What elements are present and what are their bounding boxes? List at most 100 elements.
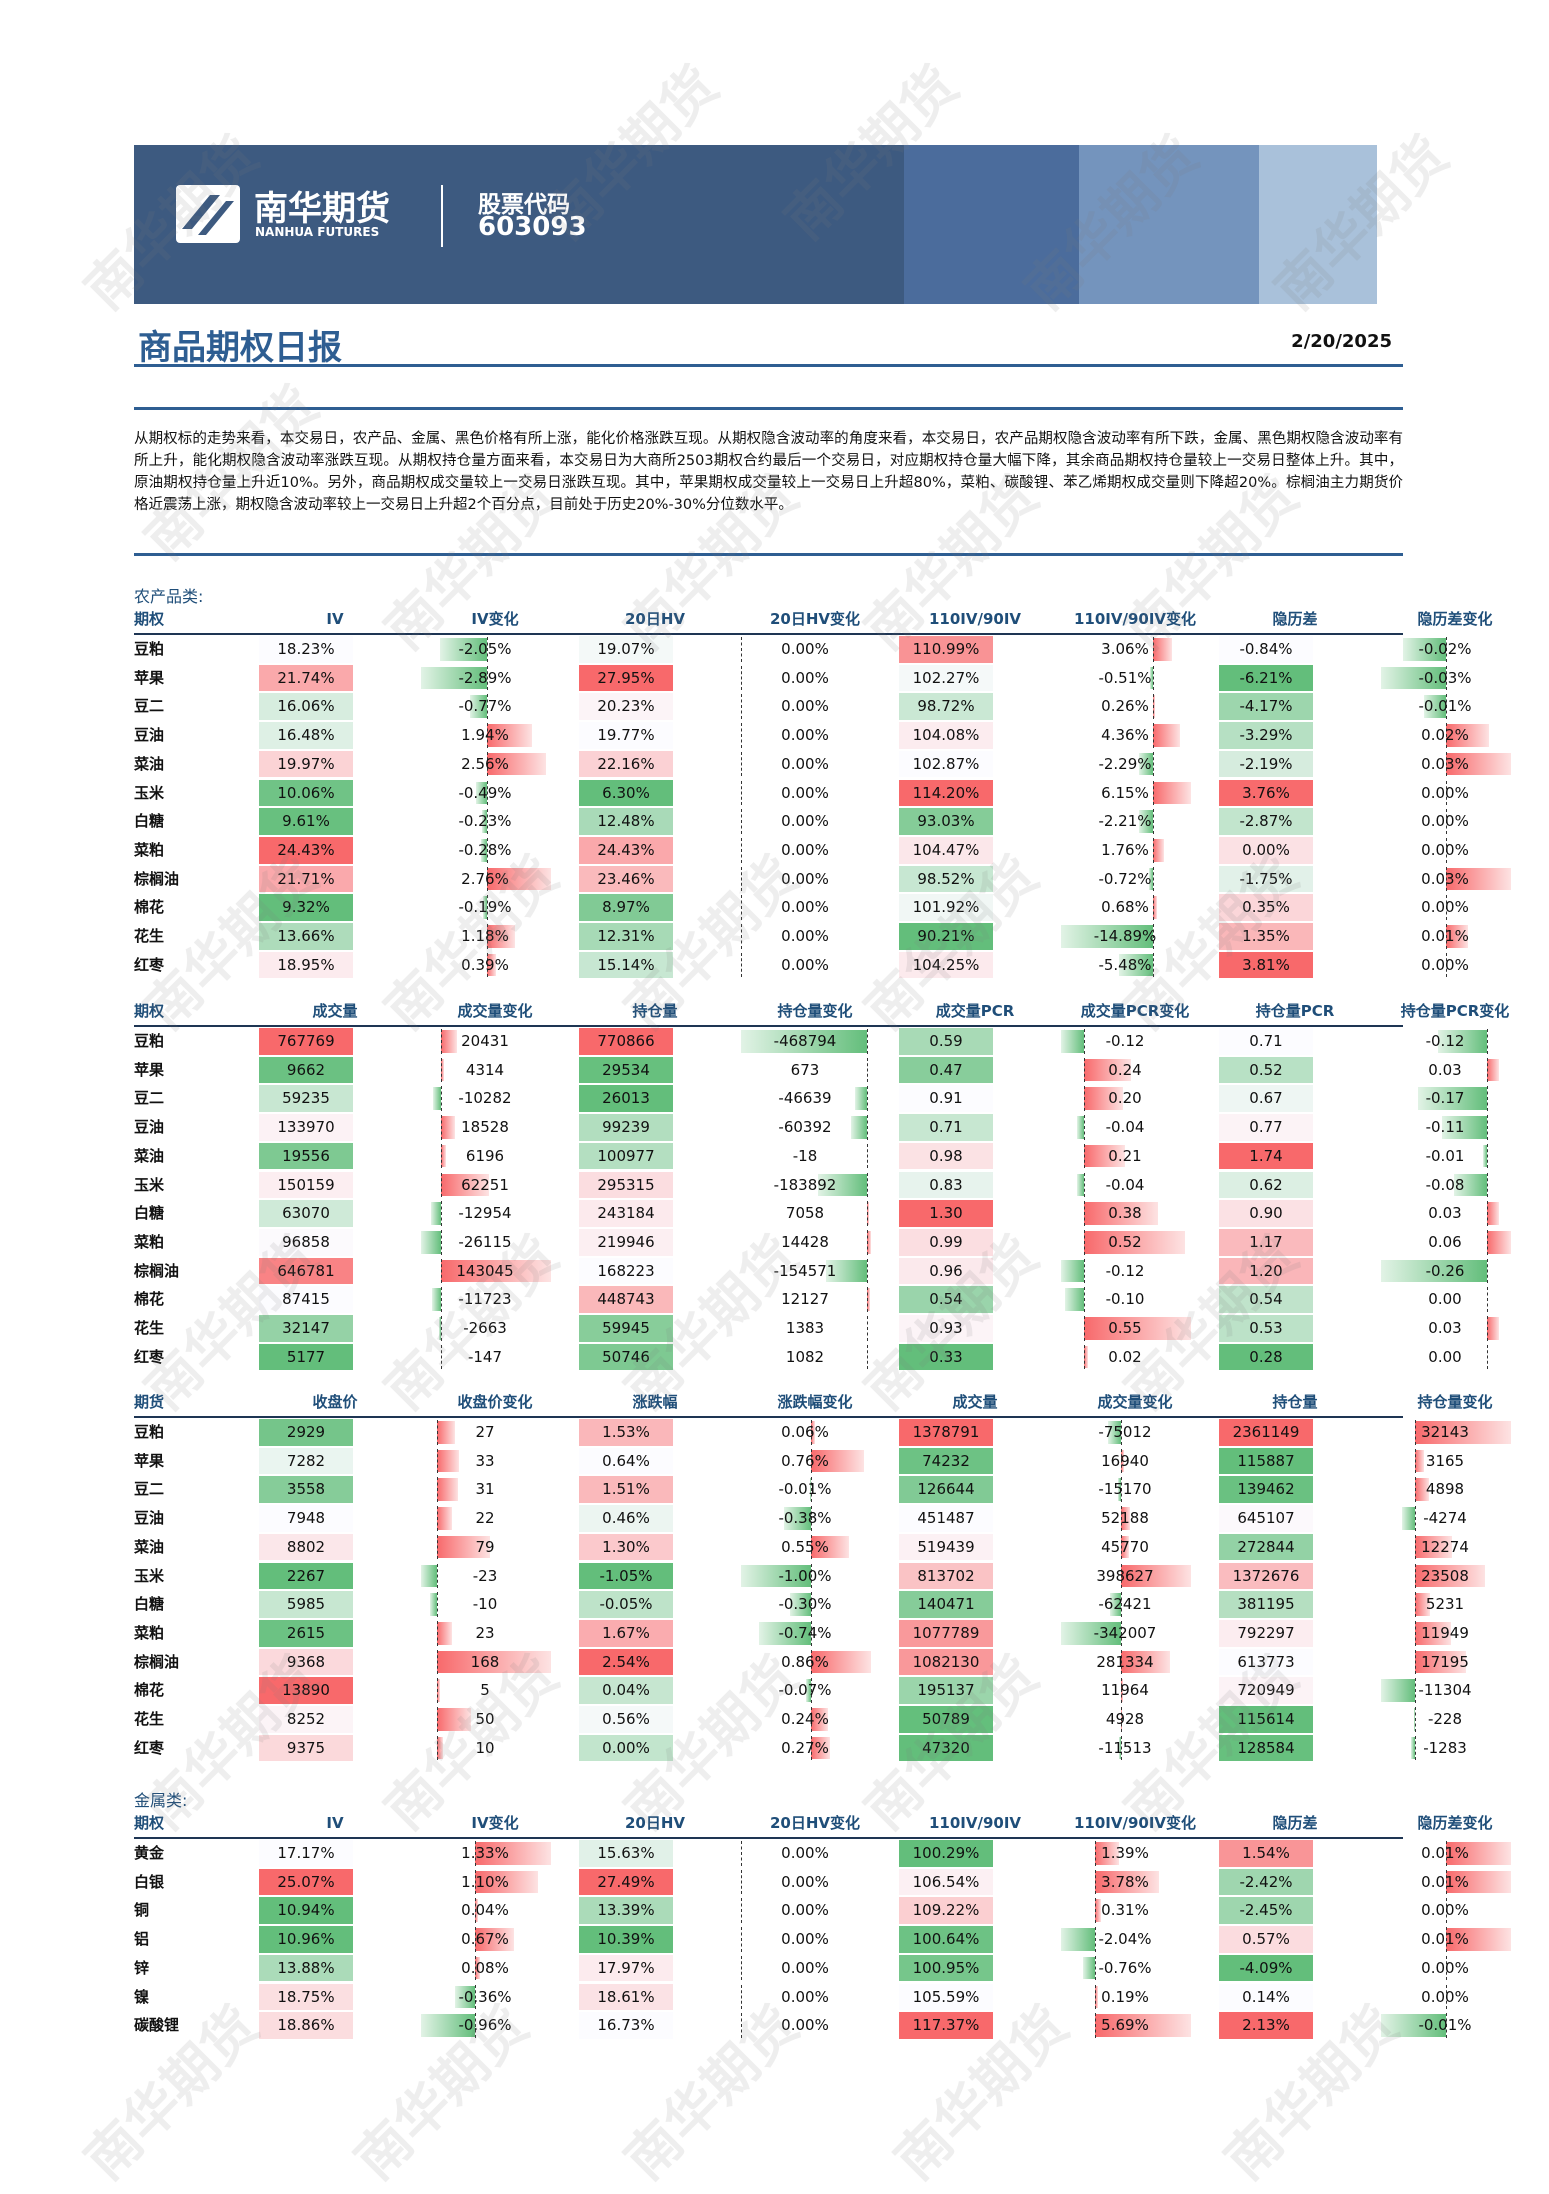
value: -26115 — [415, 1228, 555, 1256]
value: 25.07% — [259, 1868, 353, 1896]
row-name: 棉花 — [134, 1285, 255, 1313]
banner-segment — [904, 145, 1079, 304]
value: 1.30 — [899, 1199, 993, 1227]
row-name: 苹果 — [134, 1447, 255, 1475]
value: 0.26% — [1055, 692, 1195, 720]
value: 168 — [415, 1648, 555, 1676]
value: 12274 — [1375, 1533, 1515, 1561]
value: -0.04 — [1055, 1171, 1195, 1199]
value: 613773 — [1219, 1648, 1313, 1676]
value: 0.00% — [579, 1734, 673, 1762]
value: 32147 — [259, 1314, 353, 1342]
value: 0.03% — [1375, 865, 1515, 893]
value: 9.32% — [259, 893, 353, 921]
value: -0.01% — [1375, 2011, 1515, 2039]
column-header: IV变化 — [415, 605, 575, 633]
value: 3558 — [259, 1475, 353, 1503]
value: 2.54% — [579, 1648, 673, 1676]
value: -2.45% — [1219, 1896, 1313, 1924]
value: 2929 — [259, 1418, 353, 1446]
value: 7058 — [735, 1199, 875, 1227]
value: 1.94% — [415, 721, 555, 749]
row-name: 豆粕 — [134, 1027, 255, 1055]
value: -11513 — [1055, 1734, 1195, 1762]
value: 2.76% — [415, 865, 555, 893]
value: 59945 — [579, 1314, 673, 1342]
value: 767769 — [259, 1027, 353, 1055]
value: -1.00% — [735, 1562, 875, 1590]
value: 0.67% — [415, 1925, 555, 1953]
value: 9375 — [259, 1734, 353, 1762]
value: 0.68% — [1055, 893, 1195, 921]
value: 0.67 — [1219, 1084, 1313, 1112]
value: 0.00% — [735, 836, 875, 864]
value: 52188 — [1055, 1504, 1195, 1532]
value: 0.27% — [735, 1734, 875, 1762]
value: 0.62 — [1219, 1171, 1313, 1199]
value: 0.03 — [1375, 1056, 1515, 1084]
value: 29534 — [579, 1056, 673, 1084]
value: 1.51% — [579, 1475, 673, 1503]
value: -4.17% — [1219, 692, 1313, 720]
column-header: 110IV/90IV — [895, 605, 1055, 633]
value: 0.00% — [735, 635, 875, 663]
value: -0.30% — [735, 1590, 875, 1618]
logo-cn: 南华期货 — [254, 181, 390, 230]
row-name: 白糖 — [134, 1590, 255, 1618]
row-name: 棕榈油 — [134, 1648, 255, 1676]
column-header: 持仓量变化 — [735, 997, 895, 1025]
value: 0.00% — [1219, 836, 1313, 864]
value: -183892 — [735, 1171, 875, 1199]
value: 2361149 — [1219, 1418, 1313, 1446]
value: -10282 — [415, 1084, 555, 1112]
value: 9368 — [259, 1648, 353, 1676]
value: -12954 — [415, 1199, 555, 1227]
value: 31 — [415, 1475, 555, 1503]
value: 32143 — [1375, 1418, 1515, 1446]
value: -60392 — [735, 1113, 875, 1141]
value: -0.28% — [415, 836, 555, 864]
value: 519439 — [899, 1533, 993, 1561]
value: 720949 — [1219, 1676, 1313, 1704]
value: -0.01 — [1375, 1142, 1515, 1170]
value: 0.00% — [735, 922, 875, 950]
value: 0.86% — [735, 1648, 875, 1676]
value: 1.20 — [1219, 1257, 1313, 1285]
value: -228 — [1375, 1705, 1515, 1733]
value: 1.39% — [1055, 1839, 1195, 1867]
value: 0.52 — [1219, 1056, 1313, 1084]
value: 8.97% — [579, 893, 673, 921]
value: -4274 — [1375, 1504, 1515, 1532]
row-name: 碳酸锂 — [134, 2011, 255, 2039]
value: 0.71 — [899, 1113, 993, 1141]
row-name: 玉米 — [134, 1171, 255, 1199]
value: 3.78% — [1055, 1868, 1195, 1896]
value: 0.00 — [1375, 1285, 1515, 1313]
value: 98.52% — [899, 865, 993, 893]
value: 1378791 — [899, 1418, 993, 1446]
value: 0.56% — [579, 1705, 673, 1733]
value: 143045 — [415, 1257, 555, 1285]
value: -342007 — [1055, 1619, 1195, 1647]
value: 813702 — [899, 1562, 993, 1590]
value: 6.15% — [1055, 779, 1195, 807]
value: 0.03% — [1375, 750, 1515, 778]
column-header: 110IV/90IV — [895, 1809, 1055, 1837]
value: 8802 — [259, 1533, 353, 1561]
value: 17.17% — [259, 1839, 353, 1867]
column-header: 隐历差变化 — [1375, 1809, 1535, 1837]
value: 17195 — [1375, 1648, 1515, 1676]
value: 10 — [415, 1734, 555, 1762]
value: 0.01% — [1375, 1839, 1515, 1867]
value: 295315 — [579, 1171, 673, 1199]
row-name: 豆粕 — [134, 635, 255, 663]
value: -0.38% — [735, 1504, 875, 1532]
value: 99239 — [579, 1113, 673, 1141]
value: 0.06% — [735, 1418, 875, 1446]
value: 21.71% — [259, 865, 353, 893]
value: -0.07% — [735, 1676, 875, 1704]
value: 12.31% — [579, 922, 673, 950]
value: 47320 — [899, 1734, 993, 1762]
value: -0.02% — [1375, 635, 1515, 663]
column-header: 持仓量 — [575, 997, 735, 1025]
